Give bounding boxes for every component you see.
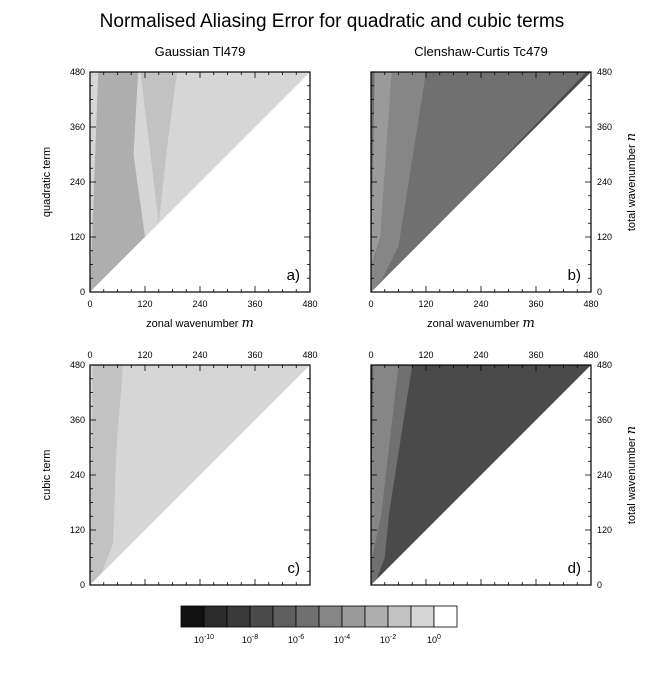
- panel-c-ytick: 0: [80, 580, 85, 590]
- colorbar-box: [249, 605, 274, 628]
- panel-d-xtick-top: 0: [368, 350, 373, 360]
- panel-a-ytick: 360: [70, 122, 85, 132]
- panel-b-ytick-right: 120: [597, 232, 612, 242]
- panel-d-minor-ticks: [370, 364, 592, 586]
- panel-b-ytick-right: 0: [597, 287, 602, 297]
- colorbar-box: [180, 605, 205, 628]
- panel-c-ylabel: cubic term: [41, 450, 53, 501]
- panel-d-xtick-top: 360: [528, 350, 543, 360]
- panel-c-xtick-top: 360: [247, 350, 262, 360]
- panel-b-minor-ticks: [370, 71, 592, 293]
- colorbar-box: [433, 605, 458, 628]
- panel-d: 0 120 240 360 480 0 120 240 360 480 d) total wavenu…: [368, 350, 639, 590]
- panel-a-region-0: [90, 72, 145, 292]
- panel-d-ylabel-right: total wavenumber n: [624, 426, 639, 524]
- panel-b-xtick: 120: [418, 299, 433, 309]
- panel-b-xtick: 240: [473, 299, 488, 309]
- panel-c-xtick-top: 240: [192, 350, 207, 360]
- panel-c-regions: [90, 365, 123, 585]
- panel-a-xtick: 480: [302, 299, 317, 309]
- panel-a-xlabel: zonal wavenumber m: [146, 316, 254, 331]
- panel-a-xtick: 120: [137, 299, 152, 309]
- panel-b-ytick-right: 360: [597, 122, 612, 132]
- colorbar-label: 10-10: [194, 634, 214, 645]
- panel-c-xtick-top: 0: [87, 350, 92, 360]
- colorbar-box: [226, 605, 251, 628]
- panel-b-title: Clenshaw-Curtis Tc479: [414, 44, 547, 59]
- panel-d-ytick-right: 0: [597, 580, 602, 590]
- colorbar-label: 10-8: [242, 634, 258, 645]
- panel-a-minor-ticks: [89, 71, 311, 293]
- colorbar-box: [341, 605, 366, 628]
- panel-c-ytick: 480: [70, 360, 85, 370]
- panel-c-field: [90, 365, 310, 585]
- panel-a-xtick: 0: [87, 299, 92, 309]
- panel-a-ytick: 120: [70, 232, 85, 242]
- colorbar-box: [364, 605, 389, 628]
- panel-b-xtick: 480: [583, 299, 598, 309]
- panel-d-ytick-right: 240: [597, 470, 612, 480]
- panel-d-field: [371, 365, 591, 585]
- panel-a-ytick: 480: [70, 67, 85, 77]
- colorbar-label: 10-2: [380, 634, 396, 645]
- colorbar-box: [410, 605, 435, 628]
- panel-c-ytick: 120: [70, 525, 85, 535]
- colorbar-label: 10-4: [334, 634, 350, 645]
- colorbar-box: [295, 605, 320, 628]
- colorbar-label: 100: [427, 634, 441, 645]
- panel-c-xtick-top: 120: [137, 350, 152, 360]
- panel-c-region-0: [90, 365, 123, 585]
- panel-a: 0 120 240 360 480 0 120 240 360 480 Gaussian Tl479…: [41, 44, 318, 331]
- panel-a-xtick: 240: [192, 299, 207, 309]
- panel-a-ylabel: quadratic term: [41, 147, 53, 217]
- panel-b-ytick-right: 240: [597, 177, 612, 187]
- panel-b-label: b): [568, 267, 581, 284]
- panel-d-xtick-top: 480: [583, 350, 598, 360]
- panel-b-xlabel: zonal wavenumber m: [427, 316, 535, 331]
- panel-c-ytick: 360: [70, 415, 85, 425]
- panel-d-ytick-right: 480: [597, 360, 612, 370]
- panel-c-ytick: 240: [70, 470, 85, 480]
- panel-b: 0 120 240 360 480 0 120 240 360 480 Clenshaw-Curti…: [368, 44, 639, 331]
- colorbar-box: [272, 605, 297, 628]
- panel-b-ytick-right: 480: [597, 67, 612, 77]
- panel-a-title: Gaussian Tl479: [155, 44, 246, 59]
- panel-d-label: d): [568, 560, 581, 577]
- panel-a-xtick: 360: [247, 299, 262, 309]
- panel-a-label: a): [287, 267, 300, 284]
- panel-b-ylabel-right: total wavenumber n: [624, 133, 639, 231]
- panel-d-regions: [371, 365, 413, 585]
- colorbar-box: [387, 605, 412, 628]
- panel-d-ytick-right: 120: [597, 525, 612, 535]
- panel-c-label: c): [288, 560, 301, 577]
- colorbar-box: [318, 605, 343, 628]
- figure-title: Normalised Aliasing Error for quadratic …: [100, 11, 565, 32]
- panel-a-ytick: 0: [80, 287, 85, 297]
- colorbar: 10-10 10-8 10-6 10-4 10-2 100: [180, 605, 458, 645]
- panel-d-xtick-top: 240: [473, 350, 488, 360]
- panel-d-xtick-top: 120: [418, 350, 433, 360]
- panel-c-xtick-top: 480: [302, 350, 317, 360]
- panel-a-ytick: 240: [70, 177, 85, 187]
- panel-d-region-1: [371, 365, 399, 563]
- colorbar-label: 10-6: [288, 634, 304, 645]
- panel-b-xtick: 0: [368, 299, 373, 309]
- panel-b-region-1: [371, 72, 392, 265]
- panel-b-regions: [371, 72, 591, 292]
- panel-b-xtick: 360: [528, 299, 543, 309]
- panel-c-minor-ticks: [89, 364, 311, 586]
- panel-a-region-1: [140, 72, 178, 224]
- colorbar-box: [203, 605, 228, 628]
- panel-a-regions: [90, 72, 178, 292]
- panel-d-ytick-right: 360: [597, 415, 612, 425]
- panel-b-region-2: [371, 72, 591, 292]
